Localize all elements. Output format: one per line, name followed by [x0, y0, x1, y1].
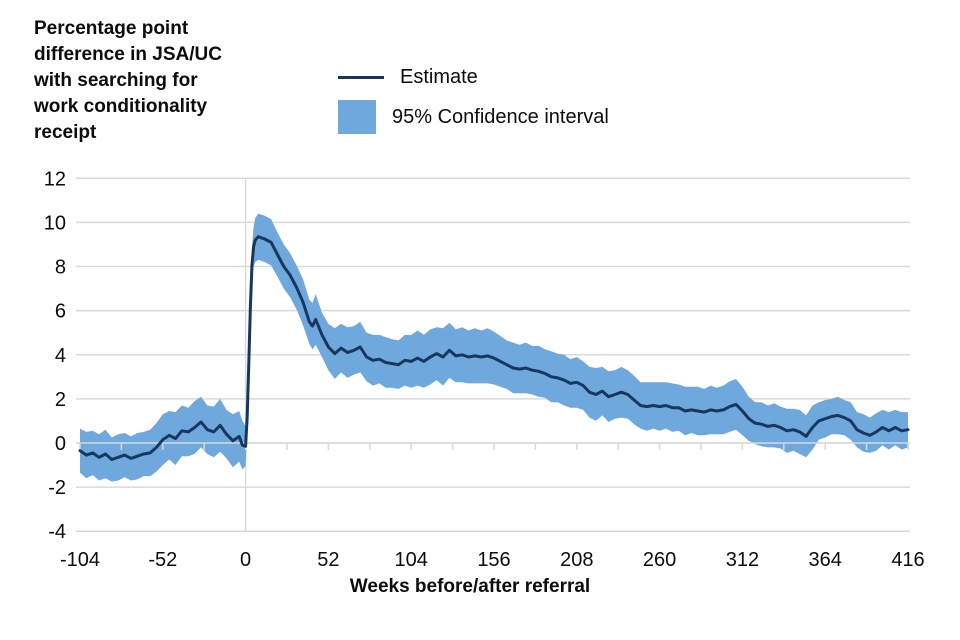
chart-title: Percentage point difference in JSA/UC wi… [34, 16, 284, 146]
x-tick-label: 104 [395, 549, 428, 571]
x-tick-label: 208 [560, 549, 593, 571]
x-tick-label: 364 [809, 549, 842, 571]
x-tick-label: -104 [60, 549, 100, 571]
y-tick-label: 4 [55, 345, 66, 367]
x-tick-label: 52 [317, 549, 339, 571]
x-axis-title: Weeks before/after referral [349, 576, 591, 597]
estimate-line-swatch-icon [338, 75, 384, 79]
x-tick-label: 260 [643, 549, 676, 571]
legend: Estimate 95% Confidence interval [338, 60, 609, 140]
legend-item-confidence-interval: 95% Confidence interval [338, 100, 609, 134]
x-tick-label: 416 [891, 549, 924, 571]
y-tick-label: 0 [55, 433, 66, 455]
chart-title-line: difference in JSA/UC [34, 44, 222, 65]
chart-title-line: receipt [34, 122, 97, 143]
chart-title-line: work conditionality [34, 96, 208, 117]
x-tick-label: -52 [148, 549, 177, 571]
y-tick-label: -2 [48, 477, 66, 499]
x-tick-label: 156 [477, 549, 510, 571]
y-tick-label: 12 [44, 168, 66, 190]
y-tick-label: -4 [48, 521, 66, 543]
x-tick-label: 312 [726, 549, 759, 571]
y-tick-label: 8 [55, 257, 66, 279]
confidence-band [80, 213, 908, 482]
x-tick-label: 0 [240, 549, 251, 571]
estimate-line [78, 235, 910, 461]
legend-item-estimate: Estimate [338, 60, 609, 94]
y-tick-label: 10 [44, 212, 66, 234]
y-tick-label: 6 [55, 301, 66, 323]
y-tick-label: 2 [55, 389, 66, 411]
confidence-band-swatch-icon [338, 100, 376, 134]
chart-title-line: Percentage point [34, 18, 189, 39]
legend-label-estimate: Estimate [400, 65, 478, 88]
chart-title-line: with searching for [34, 70, 198, 91]
legend-label-confidence-interval: 95% Confidence interval [392, 105, 609, 128]
